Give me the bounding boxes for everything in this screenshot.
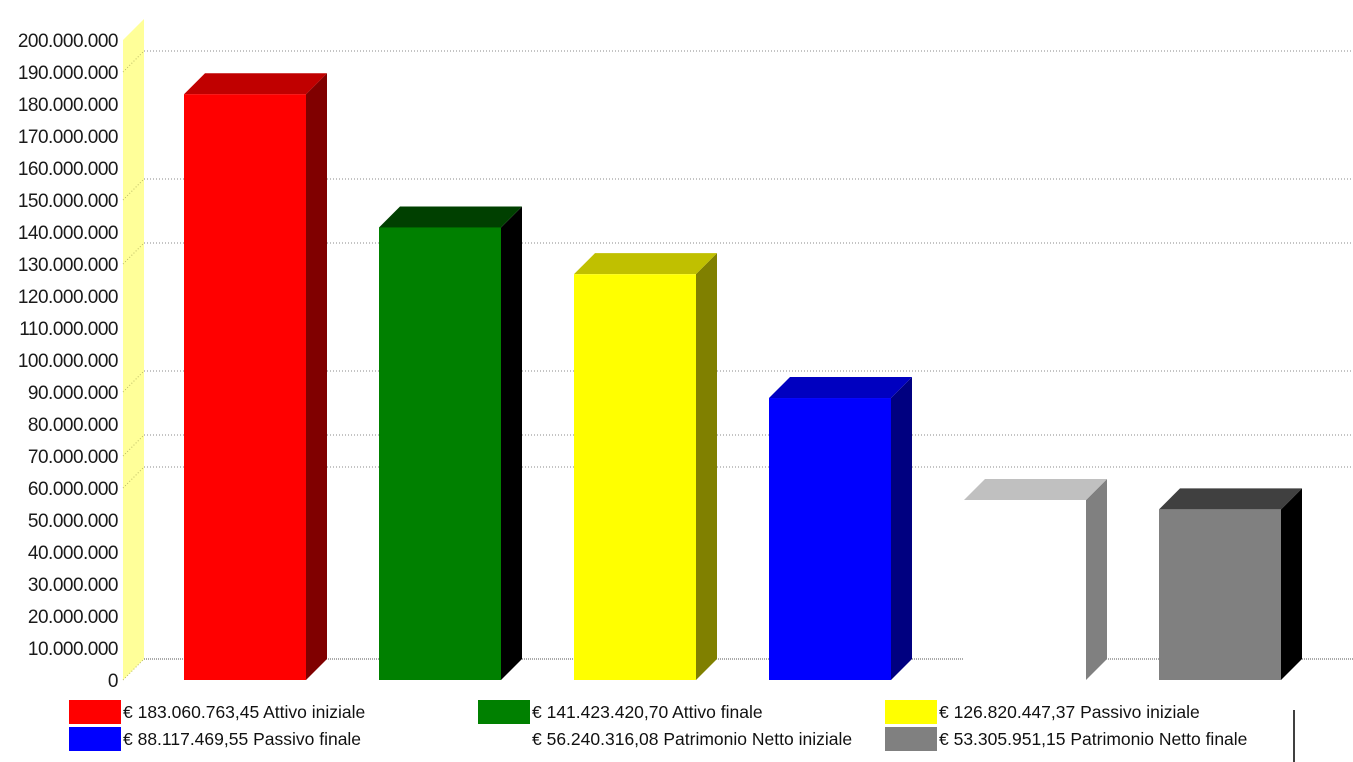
y-tick-label: 130.000.000 <box>18 255 118 276</box>
gridline-wall <box>122 434 145 457</box>
bar-top <box>574 253 717 275</box>
y-tick-label: 180.000.000 <box>18 95 118 116</box>
bar-side <box>1086 479 1107 680</box>
gridline-wall <box>122 658 145 681</box>
y-tick-label: 160.000.000 <box>18 159 118 180</box>
y-tick-label: 150.000.000 <box>18 191 118 212</box>
bar-top <box>964 479 1107 501</box>
bar <box>1159 488 1302 680</box>
legend-swatch <box>69 727 121 751</box>
bar-top <box>184 73 327 95</box>
y-axis-wall <box>123 19 144 680</box>
y-tick-label: 120.000.000 <box>18 287 118 308</box>
legend-item: € 141.423.420,70 Attivo finale <box>478 700 763 724</box>
y-axis-tick-labels: 0 10.000.000 20.000.000 30.000.000 40.000.00… <box>18 31 119 692</box>
legend-label: € 141.423.420,70 Attivo finale <box>532 702 763 722</box>
legend-label: € 126.820.447,37 Passivo iniziale <box>939 702 1200 722</box>
legend-swatch <box>885 700 937 724</box>
bar <box>379 206 522 680</box>
y-tick-label: 90.000.000 <box>28 383 118 404</box>
bar-side <box>696 253 717 681</box>
y-tick-label: 80.000.000 <box>28 415 118 436</box>
legend: € 183.060.763,45 Attivo iniziale € 141.42… <box>69 700 1295 762</box>
gridline-wall <box>122 242 145 265</box>
bar-front <box>184 94 306 680</box>
y-tick-label: 190.000.000 <box>18 63 118 84</box>
bar <box>769 377 912 680</box>
bar-top <box>769 377 912 399</box>
y-tick-label: 100.000.000 <box>18 351 118 372</box>
y-tick-label: 110.000.000 <box>19 319 118 340</box>
legend-swatch <box>885 727 937 751</box>
legend-item: € 126.820.447,37 Passivo iniziale <box>885 700 1200 724</box>
y-axis-wall-face <box>123 19 144 680</box>
y-tick-label: 170.000.000 <box>18 127 118 148</box>
legend-swatch <box>478 727 530 751</box>
y-tick-label: 20.000.000 <box>28 607 118 628</box>
gridlines <box>122 50 1353 681</box>
bar-top <box>379 206 522 228</box>
gridline-wall <box>122 466 145 489</box>
gridline-wall <box>122 50 145 73</box>
legend-item: € 56.240.316,08 Patrimonio Netto inizial… <box>478 727 852 751</box>
y-tick-label: 200.000.000 <box>18 31 118 52</box>
bar <box>964 479 1107 680</box>
bar-side <box>891 377 912 680</box>
bar-front <box>769 398 891 680</box>
bars <box>184 73 1302 681</box>
legend-label: € 56.240.316,08 Patrimonio Netto inizial… <box>532 729 852 749</box>
bar-top <box>1159 488 1302 510</box>
bar-front <box>964 500 1086 680</box>
bar-side <box>306 73 327 680</box>
legend-label: € 88.117.469,55 Passivo finale <box>123 729 361 749</box>
y-tick-label: 70.000.000 <box>28 447 118 468</box>
legend-item: € 88.117.469,55 Passivo finale <box>69 727 361 751</box>
legend-swatch <box>69 700 121 724</box>
y-tick-label: 0 <box>108 671 118 692</box>
legend-label: € 183.060.763,45 Attivo iniziale <box>123 702 365 722</box>
y-tick-label: 60.000.000 <box>28 479 118 500</box>
gridline-wall <box>122 178 145 201</box>
y-tick-label: 140.000.000 <box>18 223 118 244</box>
bar-front <box>379 227 501 680</box>
legend-item: € 183.060.763,45 Attivo iniziale <box>69 700 365 724</box>
bar-side <box>1281 488 1302 680</box>
legend-label: € 53.305.951,15 Patrimonio Netto finale <box>939 729 1247 749</box>
bar <box>574 253 717 681</box>
y-tick-label: 40.000.000 <box>28 543 118 564</box>
legend-swatch <box>478 700 530 724</box>
bar-side <box>501 206 522 680</box>
gridline-wall <box>122 370 145 393</box>
y-tick-label: 50.000.000 <box>28 511 118 532</box>
bar-front <box>574 274 696 680</box>
bar <box>184 73 327 680</box>
legend-item: € 53.305.951,15 Patrimonio Netto finale <box>885 727 1247 751</box>
y-tick-label: 10.000.000 <box>28 639 118 660</box>
bar-front <box>1159 509 1281 680</box>
y-tick-label: 30.000.000 <box>28 575 118 596</box>
